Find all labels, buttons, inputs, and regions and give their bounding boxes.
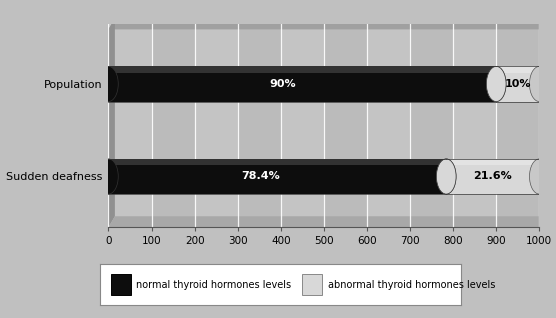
Text: 10%: 10% xyxy=(504,79,531,89)
Bar xyxy=(496,24,539,227)
Bar xyxy=(281,24,324,227)
Bar xyxy=(446,159,539,165)
Text: 78.4%: 78.4% xyxy=(241,171,280,182)
Bar xyxy=(108,66,496,101)
Text: abnormal thyroid hormones levels: abnormal thyroid hormones levels xyxy=(328,280,495,290)
Bar xyxy=(496,66,539,101)
Bar xyxy=(108,66,496,73)
Bar xyxy=(410,24,453,227)
Text: 21.6%: 21.6% xyxy=(473,171,512,182)
Bar xyxy=(108,159,446,194)
Polygon shape xyxy=(108,18,115,227)
Ellipse shape xyxy=(486,66,506,101)
Ellipse shape xyxy=(436,159,456,194)
Ellipse shape xyxy=(486,66,506,101)
Bar xyxy=(324,24,367,227)
Bar xyxy=(195,24,238,227)
Ellipse shape xyxy=(98,159,118,194)
Bar xyxy=(238,24,281,227)
Bar xyxy=(367,24,410,227)
Bar xyxy=(111,274,131,295)
Bar xyxy=(496,66,539,73)
Bar xyxy=(108,159,446,165)
Text: normal thyroid hormones levels: normal thyroid hormones levels xyxy=(136,280,291,290)
Ellipse shape xyxy=(98,66,118,101)
Ellipse shape xyxy=(436,159,456,194)
Bar xyxy=(302,274,322,295)
Ellipse shape xyxy=(529,159,549,194)
Bar xyxy=(108,24,151,227)
Bar xyxy=(453,24,496,227)
Polygon shape xyxy=(108,18,546,29)
Ellipse shape xyxy=(529,66,549,101)
Polygon shape xyxy=(108,216,546,227)
Text: 90%: 90% xyxy=(270,79,296,89)
Bar xyxy=(446,159,539,194)
Bar xyxy=(151,24,195,227)
